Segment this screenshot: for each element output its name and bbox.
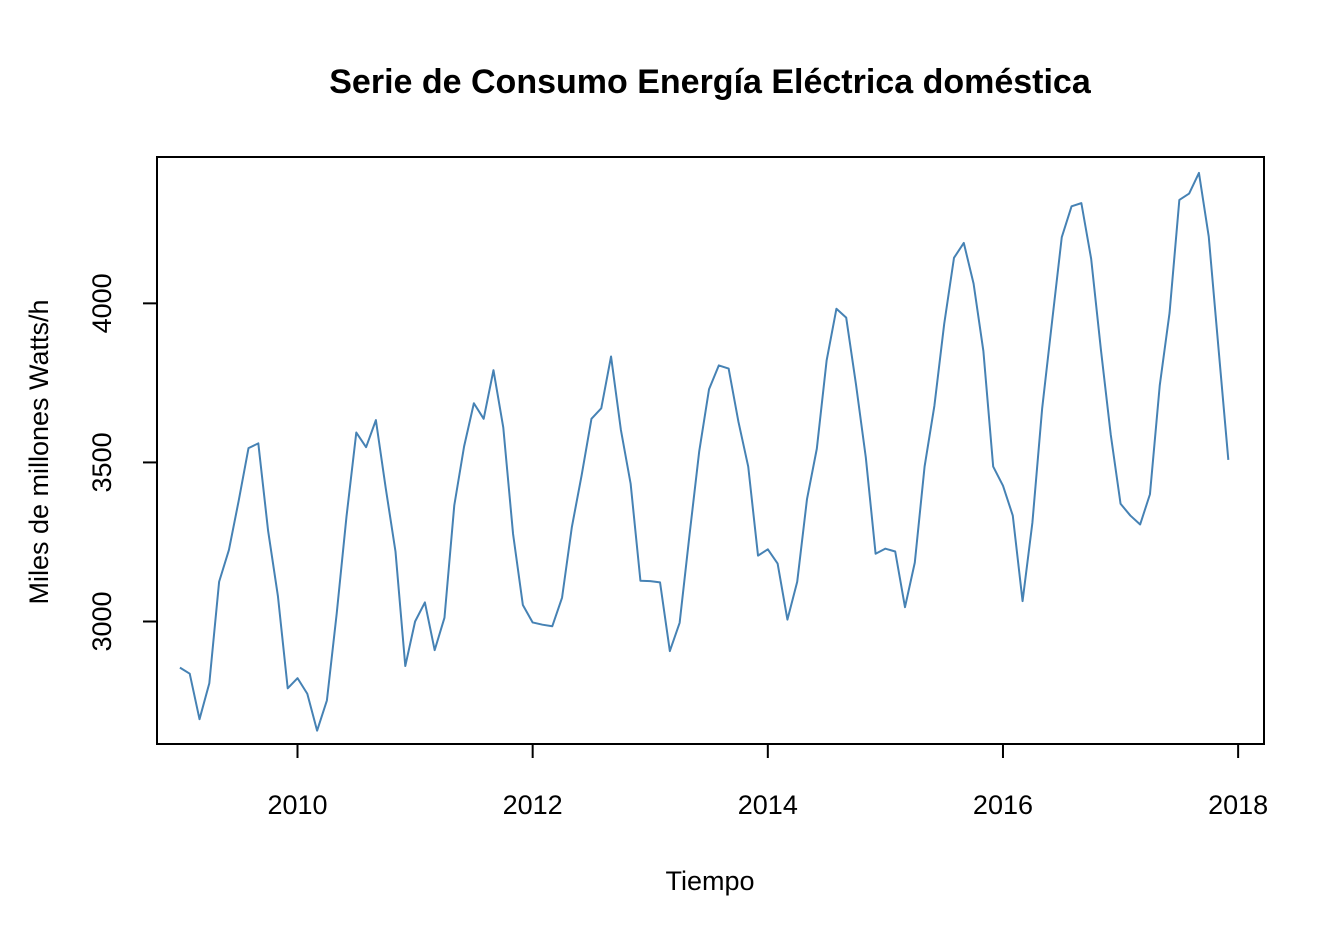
x-tick-label: 2016 [973, 790, 1033, 820]
x-axis-label: Tiempo [665, 866, 754, 896]
x-tick-label: 2012 [503, 790, 563, 820]
y-axis-label: Miles de millones Watts/h [24, 299, 54, 604]
x-axis: 2010 2012 2014 2016 2018 [267, 743, 1268, 820]
y-tick-label: 3500 [87, 432, 117, 492]
y-tick-label: 4000 [87, 273, 117, 333]
series-line [179, 171, 1230, 732]
plot-frame [156, 156, 1265, 745]
chart-title: Serie de Consumo Energía Eléctrica domés… [329, 63, 1092, 101]
x-tick-label: 2010 [267, 790, 327, 820]
x-tick-label: 2018 [1208, 790, 1268, 820]
y-tick-label: 3000 [87, 591, 117, 651]
x-tick-label: 2014 [738, 790, 798, 820]
y-axis: 3000 3500 4000 [87, 273, 158, 652]
series-layer [179, 171, 1230, 732]
